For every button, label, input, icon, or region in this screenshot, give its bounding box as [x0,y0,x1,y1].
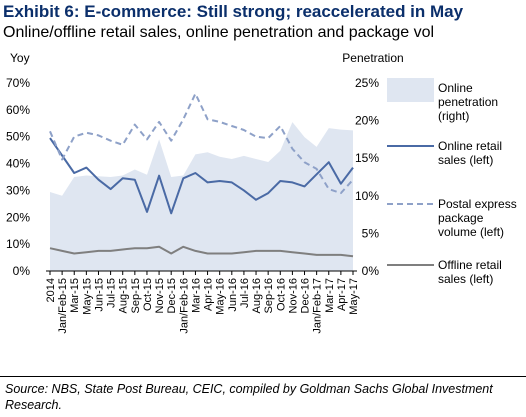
x-tick-label: 2014 [45,278,57,302]
chart-title: Exhibit 6: E-commerce: Still strong; rea… [3,2,464,21]
x-tick-label: Jul-15 [106,278,118,308]
series-line-3 [49,245,354,258]
x-axis: 2014 Jan/Feb-15 Mar-15 May-15 Jun-15 Jul-15 Au… [45,270,360,334]
left-tick-label: 50% [6,130,30,144]
legend-swatch-area [387,78,434,102]
x-tick-label: Dec-15 [166,278,178,313]
x-tick-label: May-16 [215,278,227,315]
x-tick-label: May-15 [81,278,93,315]
legend-label-line: Postal express [438,197,517,211]
x-tick-label: Aug-16 [251,278,263,313]
series-line-2 [49,92,354,195]
x-tick-label: Jun-15 [93,278,105,312]
x-tick-label: Mar-17 [324,278,336,313]
source-divider [0,376,526,377]
legend-label-line: Online retail [438,139,502,153]
legend-label: Offline retail sales (left) [438,258,502,286]
chart-subtitle: Online/offline retail sales, online pene… [3,24,435,41]
legend-label-line: sales (left) [438,153,493,167]
legend-label-line: Online [438,81,473,95]
x-tick-label: Jan/Feb-17 [312,278,324,334]
x-tick-label: Sep-16 [263,278,275,313]
chart: Yoy Penetration 0%10%20%30%40%50%60%70% … [6,51,517,334]
legend-label-line: Offline retail [438,258,502,272]
plot-area [49,92,354,271]
left-tick-label: 10% [6,237,30,251]
legend-label-line: package [438,211,484,225]
left-tick-label: 30% [6,183,30,197]
legend: Online penetration (right)Online retail sal… [387,78,517,286]
left-tick-label: 40% [6,157,30,171]
legend-label-line: penetration [438,95,498,109]
right-axis: 0% 5% 10% 15% 20% 25% [355,76,379,278]
x-tick-label: Oct-15 [142,278,154,311]
left-tick-label: 20% [6,210,30,224]
x-tick-label: Jan/Feb-16 [178,278,190,334]
left-tick-label: 70% [6,76,30,90]
right-tick-label: 15% [355,151,379,165]
x-tick-label: Jul-16 [239,278,251,308]
left-tick-label: 0% [13,264,31,278]
left-axis-label: Yoy [10,51,30,65]
right-tick-label: 0% [362,264,380,278]
source-note: Source: NBS, State Post Bureau, CEIC, co… [5,382,493,412]
x-tick-label: Dec-16 [300,278,312,313]
x-tick-label: Jan/Feb-15 [57,278,69,334]
x-tick-label: Apr-17 [336,278,348,311]
legend-label-line: volume (left) [438,225,504,239]
legend-label-line: (right) [438,109,469,123]
right-tick-label: 20% [355,114,379,128]
x-tick-label: Aug-15 [118,278,130,313]
legend-label: Postal express package volume (left) [438,197,517,239]
x-tick-label: Sep-15 [130,278,142,313]
series-line-1 [49,137,354,215]
x-tick-label: Jun-16 [227,278,239,312]
x-tick-label: Nov-16 [287,278,299,313]
right-axis-label: Penetration [342,51,403,65]
legend-label: Online penetration (right) [438,81,498,123]
x-tick-label: May-17 [348,278,360,315]
series-area-online-penetration [50,122,353,271]
left-tick-label: 60% [6,103,30,117]
legend-label: Online retail sales (left) [438,139,502,167]
right-tick-label: 25% [355,76,379,90]
x-tick-label: Nov-15 [154,278,166,313]
x-tick-label: Oct-16 [275,278,287,311]
right-tick-label: 10% [355,189,379,203]
legend-label-line: sales (left) [438,272,493,286]
x-tick-label: Apr-16 [203,278,215,311]
x-tick-label: Mar-15 [69,278,81,313]
x-tick-label: Mar-16 [190,278,202,313]
left-axis: 0% 10% 20% 30% 40% 50% 60% 70% [6,76,30,278]
right-tick-label: 5% [362,226,380,240]
